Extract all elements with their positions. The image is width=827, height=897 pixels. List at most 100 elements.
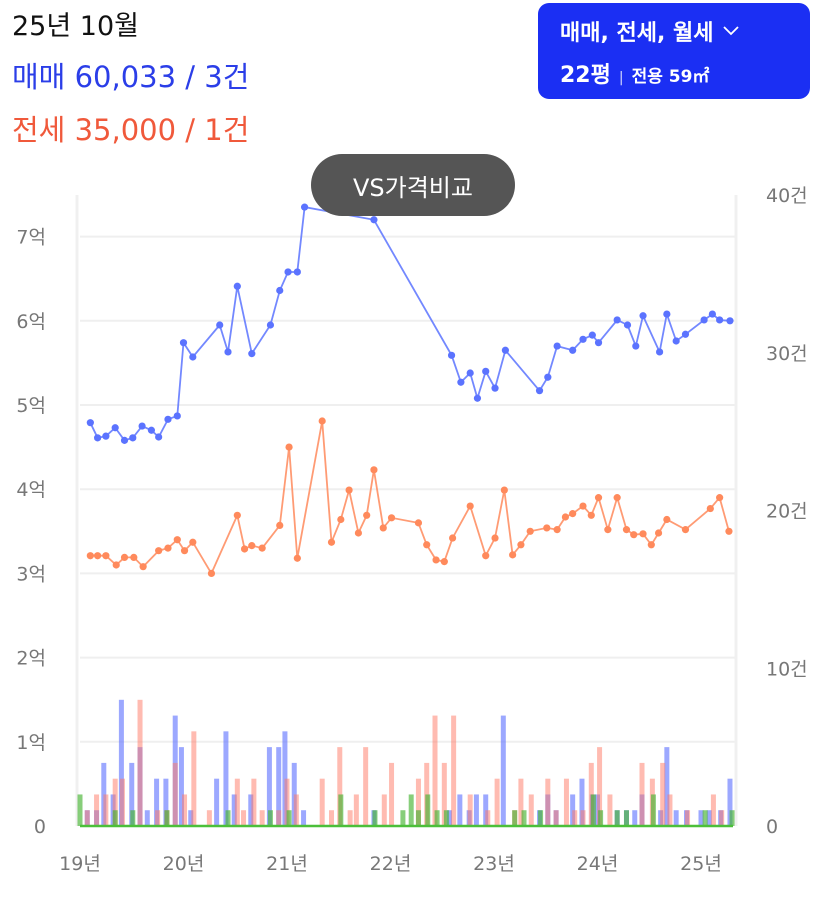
jeonse-price-point <box>681 526 690 534</box>
x-tick-label: 19년 <box>59 853 101 875</box>
y-tick-label: 2억 <box>16 648 46 670</box>
volume-bar-jeonse <box>553 810 559 826</box>
volume-bar-jeonse <box>353 794 359 826</box>
volume-bar-sale <box>579 778 585 826</box>
jeonse-price-point <box>491 534 499 542</box>
volume-bar-wolse <box>164 810 170 826</box>
volume-bar-jeonse <box>363 747 369 826</box>
y-tick-label: 5억 <box>16 395 46 417</box>
jeonse-price-point <box>500 486 508 494</box>
sale-summary: 매매 60,033 / 3건 <box>12 60 250 94</box>
transaction-filter-button[interactable]: 매매, 전세, 월세 22평 | 전용 59㎡ <box>538 3 810 99</box>
jeonse-price-point <box>526 527 534 535</box>
jeonse-price-point <box>173 536 181 544</box>
sale-price-point <box>663 310 671 318</box>
jeonse-price-point <box>706 504 714 513</box>
volume-bar-jeonse <box>84 810 90 826</box>
sale-price-point <box>457 378 465 386</box>
volume-bar-sale <box>214 778 220 826</box>
volume-bar-sale <box>188 810 194 826</box>
jeonse-price-point <box>93 552 102 560</box>
jeonse-price-point <box>345 486 353 494</box>
x-tick-label: 20년 <box>163 853 205 875</box>
jeonse-price-point <box>285 443 293 451</box>
volume-bar-sale <box>446 810 452 826</box>
jeonse-price-point <box>553 526 561 534</box>
jeonse-price-point <box>604 526 612 534</box>
y-tick-label: 4억 <box>16 479 46 501</box>
volume-bar-wolse <box>112 810 118 826</box>
sale-price-point <box>632 342 640 350</box>
sale-price-point <box>248 350 256 358</box>
right-y-tick-label: 40건 <box>766 185 808 207</box>
x-tick-label: 21년 <box>266 853 308 875</box>
volume-bar-wolse <box>590 794 596 826</box>
volume-bar-jeonse <box>660 762 666 826</box>
volume-bar-wolse <box>130 810 136 826</box>
volume-bar-sale <box>231 794 237 826</box>
volume-bar-jeonse <box>710 794 716 826</box>
volume-bar-jeonse <box>685 810 691 826</box>
jeonse-price-point <box>654 529 663 537</box>
volume-bar-jeonse <box>319 778 325 826</box>
jeonse-price-point <box>449 534 457 542</box>
jeonse-price-point <box>613 494 621 502</box>
volume-bar-wolse <box>650 794 656 826</box>
transaction-types-label: 매매, 전세, 월세 <box>560 21 714 46</box>
jeonse-price-point <box>517 541 525 549</box>
jeonse-price-point <box>440 558 448 566</box>
sale-price-point <box>672 337 680 345</box>
vs-price-compare-button[interactable]: VS가격비교 <box>311 154 515 216</box>
jeonse-price-point <box>622 526 631 534</box>
volume-bar-jeonse <box>518 778 524 826</box>
volume-bar-sale <box>154 778 160 826</box>
jeonse-price-point <box>86 552 94 560</box>
right-y-tick-label: 30건 <box>766 343 808 365</box>
sale-price-point <box>491 384 499 392</box>
volume-bar-sale <box>673 810 679 826</box>
volume-bar-sale <box>500 715 506 826</box>
volume-bar-jeonse <box>155 810 161 826</box>
volume-bar-jeonse <box>206 810 212 826</box>
volume-bar-wolse <box>729 810 735 826</box>
sale-price-point <box>700 316 708 324</box>
sale-price-point <box>708 310 716 318</box>
volume-bar-sale <box>223 731 229 826</box>
volume-bar-wolse <box>372 810 378 826</box>
volume-bar-jeonse <box>251 778 257 826</box>
volume-bar-jeonse <box>276 810 282 826</box>
jeonse-price-point <box>337 515 345 524</box>
volume-bar-sale <box>266 747 272 826</box>
volume-bar-jeonse <box>545 778 551 826</box>
y-tick-label: 0 <box>34 816 46 838</box>
volume-bar-jeonse <box>182 794 188 826</box>
jeonse-price-point <box>363 511 371 519</box>
sale-price-point <box>501 346 509 354</box>
jeonse-price-point <box>180 547 189 555</box>
jeonse-price-point <box>102 552 110 560</box>
volume-bar-jeonse <box>580 810 586 826</box>
jeonse-price-point <box>207 569 216 578</box>
sale-price-point <box>569 346 577 354</box>
volume-bar-jeonse <box>284 778 290 826</box>
right-y-tick-label: 0 <box>766 816 778 838</box>
sale-price-point <box>623 321 632 329</box>
jeonse-price-point <box>233 511 241 519</box>
volume-bar-jeonse <box>172 762 178 826</box>
volume-bar-wolse <box>614 810 620 826</box>
jeonse-price-point <box>370 466 378 474</box>
jeonse-price-point <box>569 510 577 518</box>
jeonse-price-point <box>293 554 301 562</box>
x-tick-label: 22년 <box>370 853 412 875</box>
volume-bar-wolse <box>225 810 231 826</box>
volume-bar-wolse <box>521 810 527 826</box>
jeonse-price-point <box>630 531 638 539</box>
volume-bar-jeonse <box>415 778 421 826</box>
jeonse-price-point <box>716 494 724 502</box>
jeonse-price-point <box>164 544 172 552</box>
sale-price-point <box>111 424 119 432</box>
volume-bar-sale <box>698 810 704 826</box>
sale-price-point <box>482 367 490 375</box>
jeonse-price-point <box>594 494 603 502</box>
sale-price-point <box>147 426 156 434</box>
